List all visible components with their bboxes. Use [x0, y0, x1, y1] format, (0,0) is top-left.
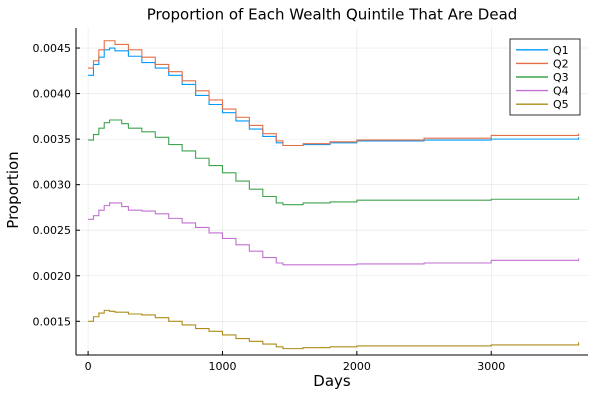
- series-line-q4: [88, 202, 580, 266]
- x-tick-label: 2000: [343, 360, 371, 373]
- y-axis-label: Proportion: [4, 151, 22, 228]
- y-tick-label: 0.0045: [33, 42, 72, 55]
- y-tick-label: 0.0025: [33, 224, 72, 237]
- y-tick-label: 0.0015: [33, 315, 72, 328]
- series-layer: [88, 40, 580, 350]
- series-line-q5: [88, 309, 580, 350]
- x-tick-label: 0: [85, 360, 92, 373]
- legend-label-q4: Q4: [553, 85, 569, 98]
- series-line-q2: [88, 40, 580, 147]
- chart-title: Proportion of Each Wealth Quintile That …: [147, 6, 518, 24]
- y-tick-label: 0.0035: [33, 133, 72, 146]
- legend-label-q5: Q5: [553, 98, 569, 111]
- x-tick-label: 1000: [208, 360, 236, 373]
- legend-label-q1: Q1: [553, 44, 569, 57]
- legend-label-q2: Q2: [553, 57, 569, 70]
- y-tick-label: 0.0030: [33, 179, 72, 192]
- y-tick-label: 0.0020: [33, 270, 72, 283]
- axes: 0 1000 2000 3000 0.0015 0.0020 0.0025 0.0030 0.0…: [33, 28, 588, 373]
- y-tick-label: 0.0040: [33, 88, 72, 101]
- grid: [76, 28, 588, 355]
- legend-label-q3: Q3: [553, 71, 569, 84]
- x-tick-label: 3000: [477, 360, 505, 373]
- series-line-q3: [88, 119, 580, 206]
- x-axis-label: Days: [313, 372, 351, 390]
